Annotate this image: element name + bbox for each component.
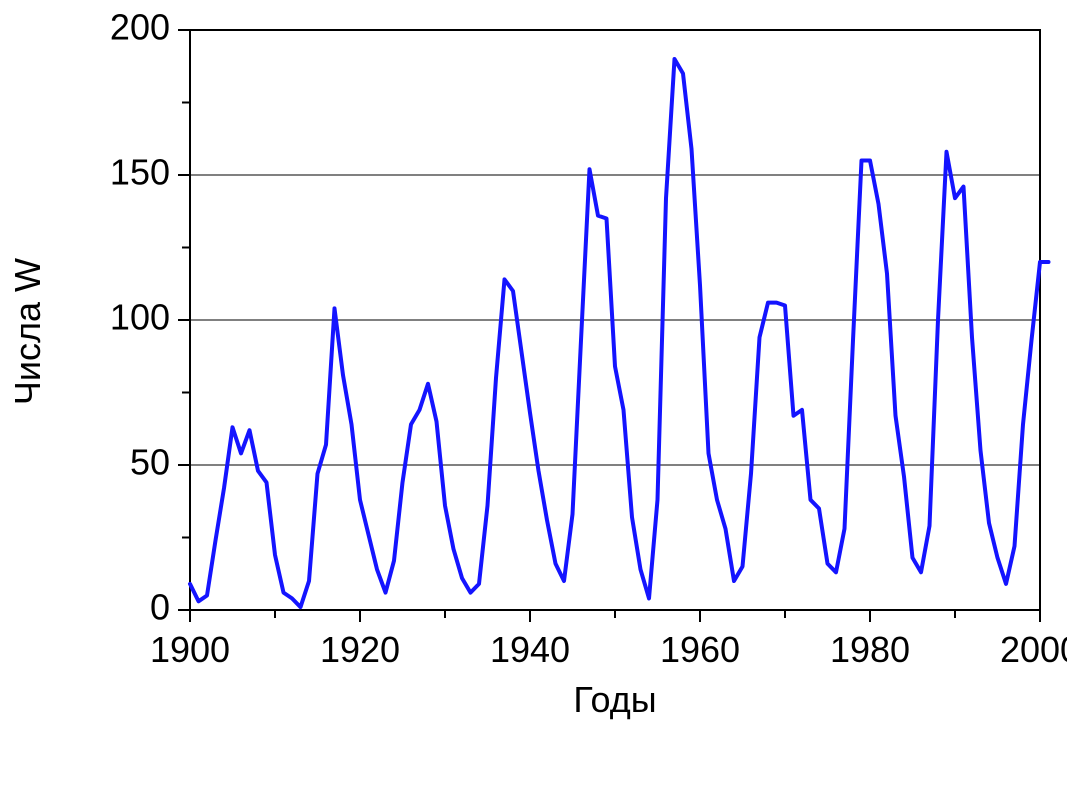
x-tick-label: 2000 bbox=[1000, 629, 1067, 670]
x-axis-title: Годы bbox=[573, 679, 656, 720]
x-tick-label: 1980 bbox=[830, 629, 910, 670]
x-tick-label: 1940 bbox=[490, 629, 570, 670]
y-tick-label: 50 bbox=[130, 442, 170, 483]
x-tick-label: 1960 bbox=[660, 629, 740, 670]
y-tick-label: 0 bbox=[150, 587, 170, 628]
x-tick-label: 1900 bbox=[150, 629, 230, 670]
chart-container: 0 50 100 150 200 1900 1920 1940 1960 1980 2000 Годы… bbox=[0, 0, 1067, 801]
x-tick-label: 1920 bbox=[320, 629, 400, 670]
y-axis-title: Числа W bbox=[7, 258, 48, 405]
line-chart: 0 50 100 150 200 1900 1920 1940 1960 1980 2000 Годы… bbox=[0, 0, 1067, 801]
y-tick-label: 200 bbox=[110, 7, 170, 48]
y-tick-label: 100 bbox=[110, 297, 170, 338]
y-tick-label: 150 bbox=[110, 152, 170, 193]
